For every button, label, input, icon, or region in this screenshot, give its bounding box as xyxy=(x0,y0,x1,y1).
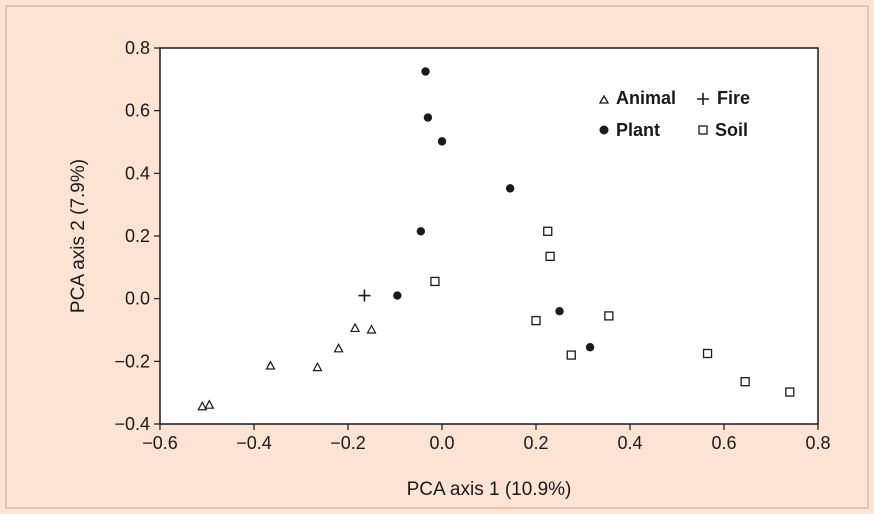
x-tick-label: 0.4 xyxy=(617,433,642,453)
legend-label-fire: Fire xyxy=(717,88,750,108)
legend-item-soil: Soil xyxy=(698,120,748,140)
plant-point xyxy=(421,67,430,76)
legend-label-soil: Soil xyxy=(715,120,748,140)
x-tick-label: −0.6 xyxy=(142,433,178,453)
animal-point xyxy=(265,360,276,370)
x-tick-label: 0.0 xyxy=(429,433,454,453)
y-tick-label: −0.4 xyxy=(114,414,150,434)
plant-point xyxy=(505,184,515,193)
y-tick-label: 0.6 xyxy=(125,101,150,121)
soil-point xyxy=(604,311,614,321)
soil-point xyxy=(531,315,541,326)
soil-point xyxy=(740,377,750,387)
plant-point xyxy=(393,291,402,300)
animal-point xyxy=(197,400,208,411)
y-tick-label: −0.2 xyxy=(114,351,150,371)
plant-point xyxy=(416,227,426,236)
legend: Animal Fire Plant Soil xyxy=(598,88,750,140)
y-tick-label: 0.2 xyxy=(125,226,150,246)
soil-point xyxy=(566,350,576,360)
soil-point xyxy=(702,348,713,359)
legend-plus-marker xyxy=(697,93,709,105)
x-tick-label: −0.2 xyxy=(330,433,366,453)
x-axis-title: PCA axis 1 (10.9%) xyxy=(407,479,572,500)
x-tick-label: 0.6 xyxy=(711,433,736,453)
animal-point xyxy=(204,399,215,409)
legend-label-plant: Plant xyxy=(616,120,660,140)
animal-point xyxy=(312,361,323,372)
plant-point xyxy=(585,343,595,352)
x-tick-label: 0.2 xyxy=(523,433,548,453)
legend-item-animal: Animal xyxy=(598,88,676,108)
plant-point xyxy=(423,113,433,122)
fire-point xyxy=(358,289,371,302)
soil-point xyxy=(543,226,553,236)
plant-point xyxy=(437,137,447,146)
soil-point xyxy=(545,251,555,262)
legend-item-plant: Plant xyxy=(599,120,660,140)
legend-square-marker xyxy=(698,125,708,135)
x-tick-label: 0.8 xyxy=(805,433,830,453)
x-tick-label: −0.4 xyxy=(236,433,272,453)
y-tick-label: 0.8 xyxy=(125,38,150,58)
animal-point xyxy=(333,343,344,353)
soil-point xyxy=(430,276,440,287)
data-points xyxy=(197,67,795,411)
legend-circle-marker xyxy=(599,125,609,135)
y-tick-label: 0.0 xyxy=(125,289,150,309)
soil-point xyxy=(785,387,795,397)
axis-ticks: −0.6 −0.4 −0.2 0.0 0.2 0.4 0.6 0.80.80.60.40.20… xyxy=(114,38,830,453)
animal-point xyxy=(350,322,361,333)
y-axis-title: PCA axis 2 (7.9%) xyxy=(68,159,89,313)
legend-item-fire: Fire xyxy=(697,88,750,108)
plant-point xyxy=(555,307,564,316)
legend-triangle-marker xyxy=(598,94,610,104)
y-tick-label: 0.4 xyxy=(125,163,150,183)
plot-area xyxy=(159,47,819,425)
legend-label-animal: Animal xyxy=(616,88,676,108)
animal-point xyxy=(366,324,377,334)
